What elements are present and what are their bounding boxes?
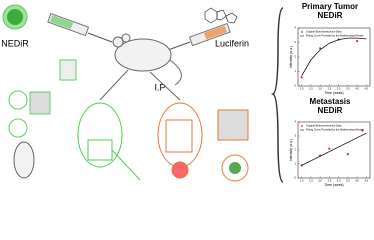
- y-tick-label: 0: [295, 84, 297, 88]
- x-tick-label: 3.0: [337, 87, 341, 91]
- x-tick-label: 2.5: [328, 87, 332, 91]
- data-point: [355, 39, 359, 43]
- y-tick-label: 3: [295, 134, 297, 138]
- y-tick-label: 1: [295, 69, 297, 73]
- mouse-top: [112, 33, 182, 86]
- fit-curve: [301, 132, 367, 166]
- data-point: [346, 153, 349, 156]
- legend-label: Original Bioluminescence Data: [306, 124, 342, 128]
- nedir-label: NEDiR: [1, 38, 29, 48]
- x-tick-label: 1.5: [309, 87, 313, 91]
- mouse-orange: [157, 102, 203, 179]
- y-tick-label: 2: [295, 148, 297, 152]
- x-tick-label: 2.0: [318, 179, 322, 183]
- chart-subtitle: NEDiR: [318, 11, 343, 20]
- insets-green: [8, 59, 77, 179]
- luciferin-label: Luciferin: [215, 38, 249, 48]
- syringe-left: [47, 12, 113, 43]
- x-tick-label: 4.5: [365, 87, 369, 91]
- y-tick-label: 1: [295, 162, 297, 166]
- legend-label: Fitting Curve Provided by the Mathematic…: [306, 34, 364, 38]
- chart-title: Metastasis: [310, 97, 351, 106]
- x-tick-label: 3.5: [346, 87, 350, 91]
- x-tick-label: 4.0: [355, 87, 359, 91]
- brace: [270, 7, 284, 183]
- chart-title: Primary Tumor: [302, 2, 358, 11]
- x-tick-label: 4.5: [365, 179, 369, 183]
- y-axis-label: Intensity (a.u.): [289, 139, 293, 161]
- data-point: [328, 147, 331, 150]
- x-tick-label: 1.5: [309, 179, 313, 183]
- legend-marker: [301, 31, 303, 33]
- y-tick-label: 4: [295, 26, 297, 30]
- fit-curve: [301, 37, 367, 77]
- legend-marker: [301, 125, 303, 127]
- nanoparticle-core: [7, 9, 23, 25]
- chart-subtitle: NEDiR: [318, 106, 343, 115]
- mouse-green: [77, 102, 141, 181]
- x-tick-label: 1.0: [300, 179, 304, 183]
- y-axis-label: Intensity (a.u.): [289, 46, 293, 68]
- y-tick-label: 2: [295, 55, 297, 59]
- graphical-abstract: NEDiR Luciferin I.P Primary TumorNEDiR1.…: [1, 2, 371, 187]
- data-point: [361, 129, 364, 132]
- data-point: [300, 76, 303, 79]
- y-tick-label: 3: [295, 40, 297, 44]
- legend-label: Fitting Curve Provided by the Mathematic…: [306, 128, 364, 132]
- x-tick-label: 4.0: [355, 179, 359, 183]
- arrow: [149, 71, 181, 101]
- insets-orange: [217, 109, 249, 182]
- ip-label: I.P: [154, 82, 165, 92]
- y-tick-label: 0: [295, 176, 297, 180]
- arrow: [99, 69, 129, 101]
- legend-label: Original Bioluminescence Data: [306, 30, 342, 34]
- x-tick-label: 1.0: [300, 87, 304, 91]
- data-point: [319, 47, 322, 50]
- x-tick-label: 2.0: [318, 87, 322, 91]
- luciferin-molecule: [204, 7, 238, 24]
- x-axis-label: Time (week): [324, 183, 343, 187]
- syringe-right: [167, 22, 231, 51]
- y-tick-label: 4: [295, 120, 297, 124]
- x-axis-label: Time (week): [324, 91, 343, 95]
- x-tick-label: 3.5: [346, 179, 350, 183]
- x-tick-label: 3.0: [337, 179, 341, 183]
- x-tick-label: 2.5: [328, 179, 332, 183]
